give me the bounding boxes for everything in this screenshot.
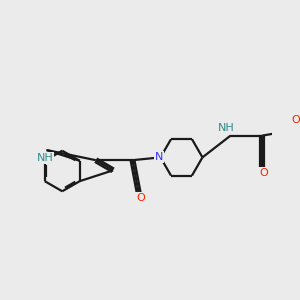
Text: NH: NH — [218, 123, 235, 133]
Text: N: N — [154, 152, 163, 162]
Text: O: O — [292, 115, 300, 124]
Text: NH: NH — [36, 153, 53, 163]
Text: O: O — [136, 193, 145, 202]
Text: O: O — [259, 168, 268, 178]
